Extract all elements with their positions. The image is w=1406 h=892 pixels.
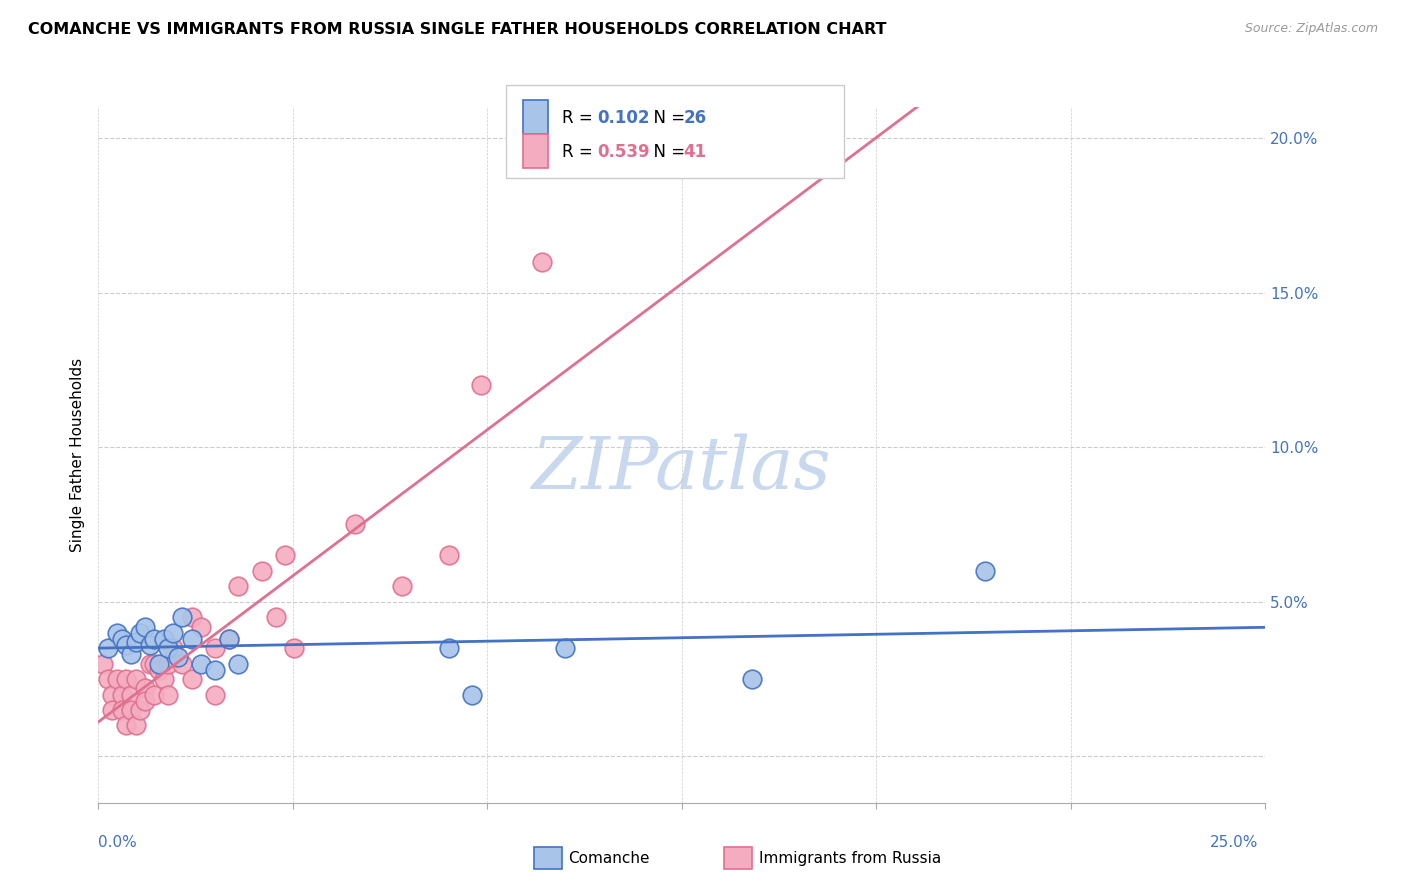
Point — [204, 688, 226, 702]
Point — [190, 657, 212, 671]
Point — [530, 254, 553, 268]
Point — [166, 650, 188, 665]
Point — [162, 641, 184, 656]
Point — [143, 688, 166, 702]
Text: Immigrants from Russia: Immigrants from Russia — [759, 851, 942, 865]
Point — [152, 672, 174, 686]
Y-axis label: Single Father Households: Single Father Households — [70, 358, 86, 552]
Point — [437, 641, 460, 656]
Point — [470, 378, 492, 392]
Point — [125, 672, 148, 686]
Point — [134, 694, 156, 708]
Point — [139, 638, 162, 652]
Text: COMANCHE VS IMMIGRANTS FROM RUSSIA SINGLE FATHER HOUSEHOLDS CORRELATION CHART: COMANCHE VS IMMIGRANTS FROM RUSSIA SINGL… — [28, 22, 887, 37]
Point — [974, 564, 997, 578]
Point — [157, 641, 180, 656]
Point — [157, 657, 180, 671]
Point — [129, 703, 152, 717]
Text: 41: 41 — [683, 144, 706, 161]
Point — [274, 549, 297, 563]
Text: ZIPatlas: ZIPatlas — [531, 434, 832, 504]
Point — [120, 648, 142, 662]
Point — [97, 641, 120, 656]
Point — [461, 688, 484, 702]
Point — [129, 625, 152, 640]
Point — [391, 579, 413, 593]
Point — [180, 610, 202, 624]
Point — [91, 657, 114, 671]
Point — [111, 632, 134, 646]
Point — [97, 672, 120, 686]
Point — [120, 703, 142, 717]
Point — [111, 703, 134, 717]
Point — [139, 657, 162, 671]
Point — [180, 632, 202, 646]
Text: N =: N = — [643, 109, 690, 127]
Point — [437, 549, 460, 563]
Point — [190, 619, 212, 633]
Text: R =: R = — [562, 144, 599, 161]
Point — [148, 657, 170, 671]
Point — [115, 672, 138, 686]
Point — [148, 663, 170, 677]
Text: 0.539: 0.539 — [598, 144, 650, 161]
Point — [101, 688, 124, 702]
Point — [134, 681, 156, 696]
Point — [180, 672, 202, 686]
Point — [105, 625, 128, 640]
Point — [172, 657, 194, 671]
Text: R =: R = — [562, 109, 599, 127]
Point — [157, 688, 180, 702]
Text: 0.0%: 0.0% — [98, 836, 138, 850]
Point — [250, 564, 273, 578]
Point — [125, 635, 148, 649]
Point — [172, 610, 194, 624]
Text: Source: ZipAtlas.com: Source: ZipAtlas.com — [1244, 22, 1378, 36]
Point — [204, 641, 226, 656]
Point — [143, 632, 166, 646]
Point — [228, 657, 250, 671]
Point — [152, 632, 174, 646]
Point — [125, 718, 148, 732]
Point — [741, 672, 763, 686]
Point — [218, 632, 240, 646]
Text: 25.0%: 25.0% — [1211, 836, 1258, 850]
Text: N =: N = — [643, 144, 690, 161]
Point — [228, 579, 250, 593]
Point — [105, 672, 128, 686]
Text: 26: 26 — [683, 109, 706, 127]
Point — [111, 688, 134, 702]
Point — [115, 638, 138, 652]
Text: 0.102: 0.102 — [598, 109, 650, 127]
Point — [218, 632, 240, 646]
Point — [120, 688, 142, 702]
Point — [143, 657, 166, 671]
Point — [115, 718, 138, 732]
Point — [344, 517, 367, 532]
Point — [554, 641, 576, 656]
Text: Comanche: Comanche — [568, 851, 650, 865]
Point — [283, 641, 305, 656]
Point — [134, 619, 156, 633]
Point — [204, 663, 226, 677]
Point — [264, 610, 287, 624]
Point — [162, 625, 184, 640]
Point — [101, 703, 124, 717]
